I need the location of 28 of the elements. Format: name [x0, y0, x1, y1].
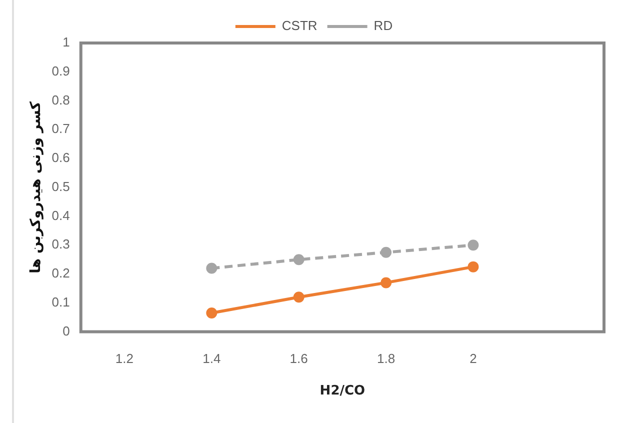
- point: [293, 254, 304, 266]
- point: [206, 262, 218, 274]
- x-tick-label: 1.8: [376, 351, 396, 366]
- point: [380, 246, 392, 258]
- y-tick-label: 0.7: [52, 121, 70, 136]
- point: [293, 292, 304, 303]
- point: [380, 277, 392, 288]
- y-tick-label: 0.4: [52, 208, 70, 223]
- x-axis-title: H2/CO: [320, 384, 366, 399]
- y-tick-label: 0.6: [52, 150, 70, 166]
- y-tick-label: 0.8: [52, 92, 70, 108]
- y-tick-label: 0.1: [52, 294, 70, 310]
- point: [468, 261, 479, 272]
- legend-label: CSTR: [282, 18, 318, 34]
- x-tick-label: 1.4: [202, 351, 221, 366]
- y-tick-label: 0: [62, 323, 70, 338]
- point: [468, 240, 479, 251]
- x-tick-label: 1.2: [115, 351, 134, 366]
- y-tick-label: 1: [62, 34, 70, 50]
- y-axis-title: کسر وزنی هیدروکربن ها: [28, 100, 44, 274]
- y-tick-label: 0.5: [52, 178, 70, 194]
- legend-label: RD: [374, 18, 393, 34]
- x-tick-label: 2: [470, 351, 477, 366]
- y-tick-label: 0.9: [52, 63, 70, 78]
- y-tick-label: 0.3: [52, 236, 70, 252]
- y-tick-label: 0.2: [52, 266, 70, 281]
- point: [206, 308, 218, 319]
- x-tick-label: 1.6: [290, 351, 308, 366]
